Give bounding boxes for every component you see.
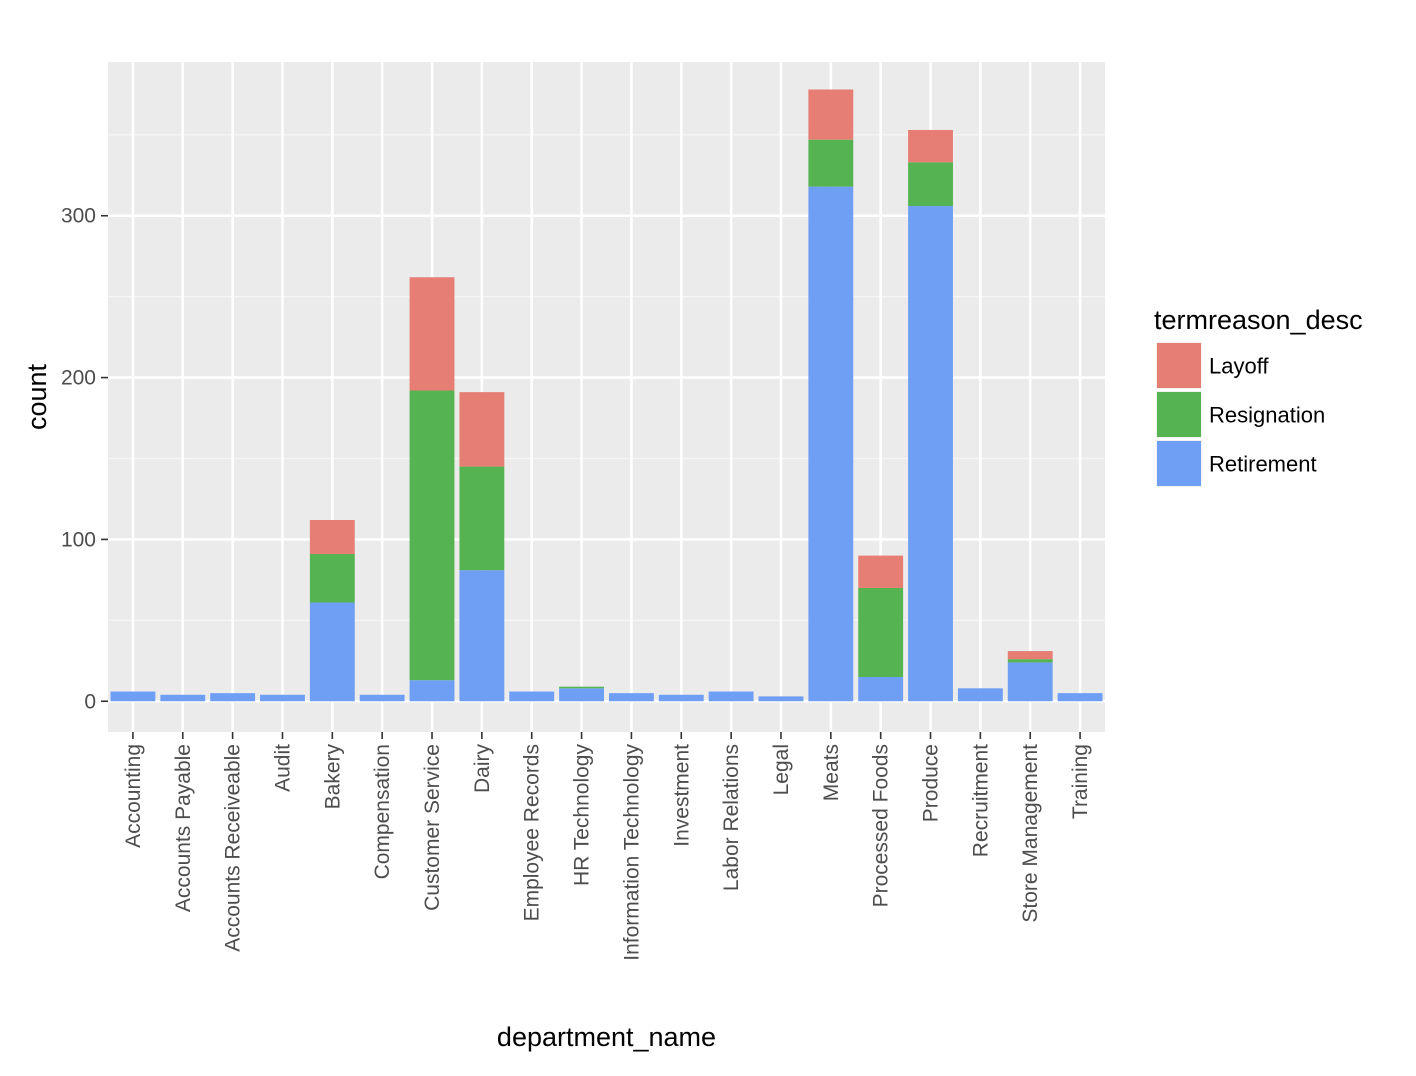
bar-hr-technology-retirement (559, 688, 605, 702)
x-tick-label: Audit (271, 744, 294, 792)
y-tick-label: 300 (61, 205, 96, 228)
x-tick-label: Employee Records (521, 744, 544, 921)
bar-store-management-resignation (1007, 659, 1053, 663)
bar-bakery-retirement (309, 602, 355, 702)
bar-legal-retirement (758, 696, 804, 702)
bar-compensation-retirement (359, 694, 405, 702)
bar-dairy-retirement (459, 570, 505, 702)
y-tick-label: 100 (61, 528, 96, 551)
bar-accounting-retirement (110, 691, 156, 702)
x-tick-label: Accounts Receiveable (222, 744, 245, 952)
x-tick-label: Produce (920, 744, 943, 822)
x-tick-label: Information Technology (620, 744, 643, 961)
bar-store-management-retirement (1007, 662, 1053, 702)
x-tick-label: HR Technology (571, 744, 594, 887)
bar-customer-service-layoff (409, 277, 455, 391)
bar-recruitment-retirement (957, 688, 1003, 702)
legend-label-resignation: Resignation (1209, 403, 1325, 428)
x-axis: Accounting Accounts Payable Accounts Recei… (122, 732, 1092, 961)
x-tick-label: Store Management (1019, 744, 1042, 923)
bar-information-technology-retirement (608, 693, 654, 702)
bar-processed-foods-layoff (858, 555, 904, 588)
legend: termreason_desc Layoff Resignation Retirem… (1154, 305, 1363, 487)
bar-dairy-layoff (459, 392, 505, 467)
bar-training-retirement (1057, 693, 1103, 702)
legend-label-layoff: Layoff (1209, 354, 1269, 379)
x-tick-label: Compensation (371, 744, 394, 879)
y-tick-label: 200 (61, 367, 96, 390)
bar-bakery-resignation (309, 553, 355, 603)
legend-swatch-retirement (1157, 441, 1201, 486)
x-axis-title: department_name (497, 1022, 716, 1052)
bar-meats-layoff (808, 89, 854, 140)
bar-produce-layoff (908, 129, 953, 163)
y-tick-label: 0 (84, 690, 96, 713)
bar-processed-foods-retirement (858, 676, 904, 702)
bar-produce-resignation (908, 162, 953, 207)
x-tick-label: Labor Relations (720, 744, 743, 891)
bars (110, 89, 1103, 702)
bar-bakery-layoff (309, 519, 355, 554)
bar-hr-technology-resignation (559, 686, 605, 689)
bar-audit-retirement (260, 694, 305, 702)
legend-swatch-resignation (1157, 392, 1201, 437)
plot-panel (108, 62, 1105, 732)
bar-produce-retirement (908, 206, 953, 702)
y-axis: 0 100 200 300 (61, 205, 108, 713)
x-tick-label: Meats (820, 744, 843, 801)
legend-swatch-layoff (1157, 343, 1201, 388)
bar-meats-resignation (808, 139, 854, 187)
bar-accounts-receiveable-retirement (210, 693, 256, 702)
bar-employee-records-retirement (509, 691, 555, 702)
x-tick-label: Processed Foods (870, 744, 893, 907)
y-axis-title: count (22, 363, 52, 430)
panel-background (108, 62, 1105, 732)
x-tick-label: Legal (770, 744, 793, 795)
bar-store-management-layoff (1007, 651, 1053, 660)
bar-customer-service-retirement (409, 680, 455, 702)
bar-dairy-resignation (459, 466, 505, 571)
x-tick-label: Bakery (321, 744, 344, 810)
x-tick-label: Dairy (471, 744, 494, 794)
bar-accounts-payable-retirement (160, 694, 206, 702)
bar-customer-service-resignation (409, 390, 455, 681)
legend-title: termreason_desc (1154, 305, 1363, 335)
x-tick-label: Customer Service (421, 744, 444, 911)
bar-labor-relations-retirement (708, 691, 754, 702)
x-tick-label: Training (1069, 744, 1092, 819)
bar-investment-retirement (658, 694, 704, 702)
bar-meats-retirement (808, 186, 854, 702)
x-tick-label: Accounts Payable (172, 744, 195, 912)
x-tick-label: Accounting (122, 744, 145, 848)
x-tick-label: Recruitment (969, 744, 992, 857)
bar-processed-foods-resignation (858, 587, 904, 677)
x-tick-label: Investment (670, 744, 693, 847)
legend-label-retirement: Retirement (1209, 452, 1317, 477)
